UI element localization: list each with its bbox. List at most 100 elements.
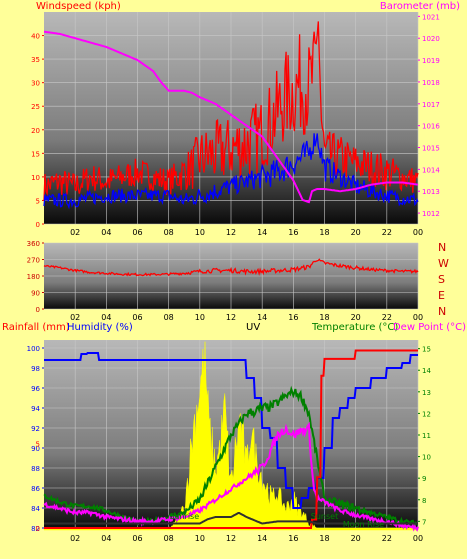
compass-label-w: W — [438, 257, 449, 270]
temperature-tick-label: 11 — [422, 432, 431, 440]
wind-barometer-chart: 02 04 06 08 10 12 14 16 18 20 22 000510152025303540… — [31, 1, 460, 237]
x-tick-label: 08 — [164, 313, 174, 322]
humidity-tick-label: 96 — [31, 385, 40, 393]
sun-moon-annotation: Sunrise — [169, 512, 199, 521]
uv-axis-label: UV — [246, 322, 260, 333]
barometer-tick-label: 1016 — [422, 123, 440, 131]
barometer-tick-label: 1020 — [422, 35, 440, 43]
red-series-line — [43, 258, 419, 277]
windspeed-tick-label: 15 — [31, 150, 40, 158]
sun-moon-annotation: Sunset — [311, 512, 338, 521]
wind-series — [43, 21, 419, 210]
temperature-tick-label: 13 — [422, 389, 431, 397]
x-tick-label: 18 — [319, 228, 329, 237]
x-tick-label: 12 — [226, 313, 236, 322]
windspeed-tick-label: 35 — [31, 56, 40, 64]
humidity-tick-label: 84 — [31, 505, 40, 513]
humidity-axis-label: Humidity (%) — [67, 322, 133, 333]
windspeed-tick-label: 30 — [31, 80, 40, 88]
x-tick-label: 04 — [101, 313, 111, 322]
windspeed-tick-label: 25 — [31, 103, 40, 111]
compass-label-e: E — [438, 289, 445, 302]
humidity-tick-label: 90 — [31, 445, 40, 453]
direction-series — [43, 258, 419, 277]
x-tick-label: 06 — [132, 313, 142, 322]
barometer-tick-label: 1013 — [422, 188, 440, 196]
x-tick-label: 14 — [257, 228, 267, 237]
windspeed-tick-label: 5 — [36, 197, 40, 205]
dew-point-series-line — [43, 421, 419, 532]
windspeed-tick-label: 20 — [31, 127, 40, 135]
x-tick-label: 10 — [195, 228, 205, 237]
magenta-series-line — [43, 30, 419, 204]
humidity-tick-label: 82 — [31, 525, 40, 533]
climate-series — [43, 341, 419, 532]
x-tick-label: 20 — [351, 534, 361, 543]
x-tick-label: 16 — [288, 313, 298, 322]
blue-series-line — [43, 133, 419, 210]
x-tick-label: 20 — [351, 313, 361, 322]
compass-label-n-bottom: N — [438, 305, 446, 318]
temperature-tick-label: 10 — [422, 454, 431, 462]
humidity-tick-label: 94 — [31, 405, 40, 413]
direction-tick-label: 0 — [36, 306, 40, 314]
humidity-tick-label: 100 — [27, 345, 40, 353]
windspeed-tick-label: 10 — [31, 174, 40, 182]
rainfall-series-line — [44, 349, 418, 529]
climate-chart: 02 04 06 08 10 12 14 16 18 20 22 008284868890929496… — [2, 322, 466, 543]
x-tick-label: 16 — [288, 534, 298, 543]
temperature-tick-label: 14 — [422, 367, 431, 375]
ground-series-line — [44, 512, 418, 525]
x-tick-label: 06 — [132, 534, 142, 543]
barometer-tick-label: 1019 — [422, 57, 440, 65]
humidity-series-line — [44, 352, 418, 509]
direction-tick-label: 270 — [27, 257, 40, 265]
barometer-tick-label: 1018 — [422, 79, 440, 87]
x-tick-label: 02 — [70, 313, 80, 322]
x-tick-label: 20 — [351, 228, 361, 237]
temperature-tick-label: 12 — [422, 410, 431, 418]
humidity-tick-label: 88 — [31, 465, 40, 473]
x-tick-label: 14 — [257, 534, 267, 543]
barometer-tick-label: 1014 — [422, 166, 440, 174]
x-tick-label: 18 — [319, 313, 329, 322]
x-tick-label: 00 — [413, 228, 423, 237]
temperature-series-line — [43, 385, 419, 528]
sun-moon-annotation: Moon Rise — [343, 520, 384, 529]
x-tick-label: 22 — [382, 313, 392, 322]
x-tick-label: 12 — [226, 228, 236, 237]
dew-point-axis-label: Dew Point (°C) — [393, 322, 466, 333]
temperature-tick-label: 8 — [422, 497, 426, 505]
x-tick-label: 00 — [413, 313, 423, 322]
x-tick-label: 00 — [413, 534, 423, 543]
x-tick-label: 02 — [70, 534, 80, 543]
windspeed-tick-label: 0 — [36, 221, 40, 229]
temperature-axis-label: Temperature (°C) — [311, 322, 398, 333]
direction-tick-label: 180 — [27, 273, 40, 281]
compass-label-s: S — [438, 273, 445, 286]
windspeed-axis-label: Windspeed (kph) — [36, 1, 121, 12]
direction-tick-label: 90 — [31, 290, 40, 298]
climate-annotations: Sunrise Sunset Moon Rise — [169, 512, 384, 529]
barometer-axis-label: Barometer (mb) — [380, 1, 460, 12]
x-tick-label: 08 — [164, 228, 174, 237]
temperature-tick-label: 15 — [422, 346, 431, 354]
temperature-tick-label: 7 — [422, 518, 426, 526]
x-tick-label: 10 — [195, 313, 205, 322]
rainfall-axis-label: Rainfall (mm) — [2, 322, 70, 333]
wind-tick-labels: 02 04 06 08 10 12 14 16 18 20 22 000510152025303540… — [31, 13, 440, 237]
x-tick-label: 14 — [257, 313, 267, 322]
x-tick-label: 10 — [195, 534, 205, 543]
humidity-tick-label: 98 — [31, 365, 40, 373]
humidity-tick-label: 92 — [31, 425, 40, 433]
x-tick-label: 04 — [101, 228, 111, 237]
direction-tick-label: 360 — [27, 240, 40, 248]
temperature-tick-label: 9 — [422, 475, 426, 483]
red-series-line — [43, 21, 419, 201]
x-tick-label: 02 — [70, 228, 80, 237]
direction-gridlines — [44, 242, 419, 310]
x-tick-label: 04 — [101, 534, 111, 543]
